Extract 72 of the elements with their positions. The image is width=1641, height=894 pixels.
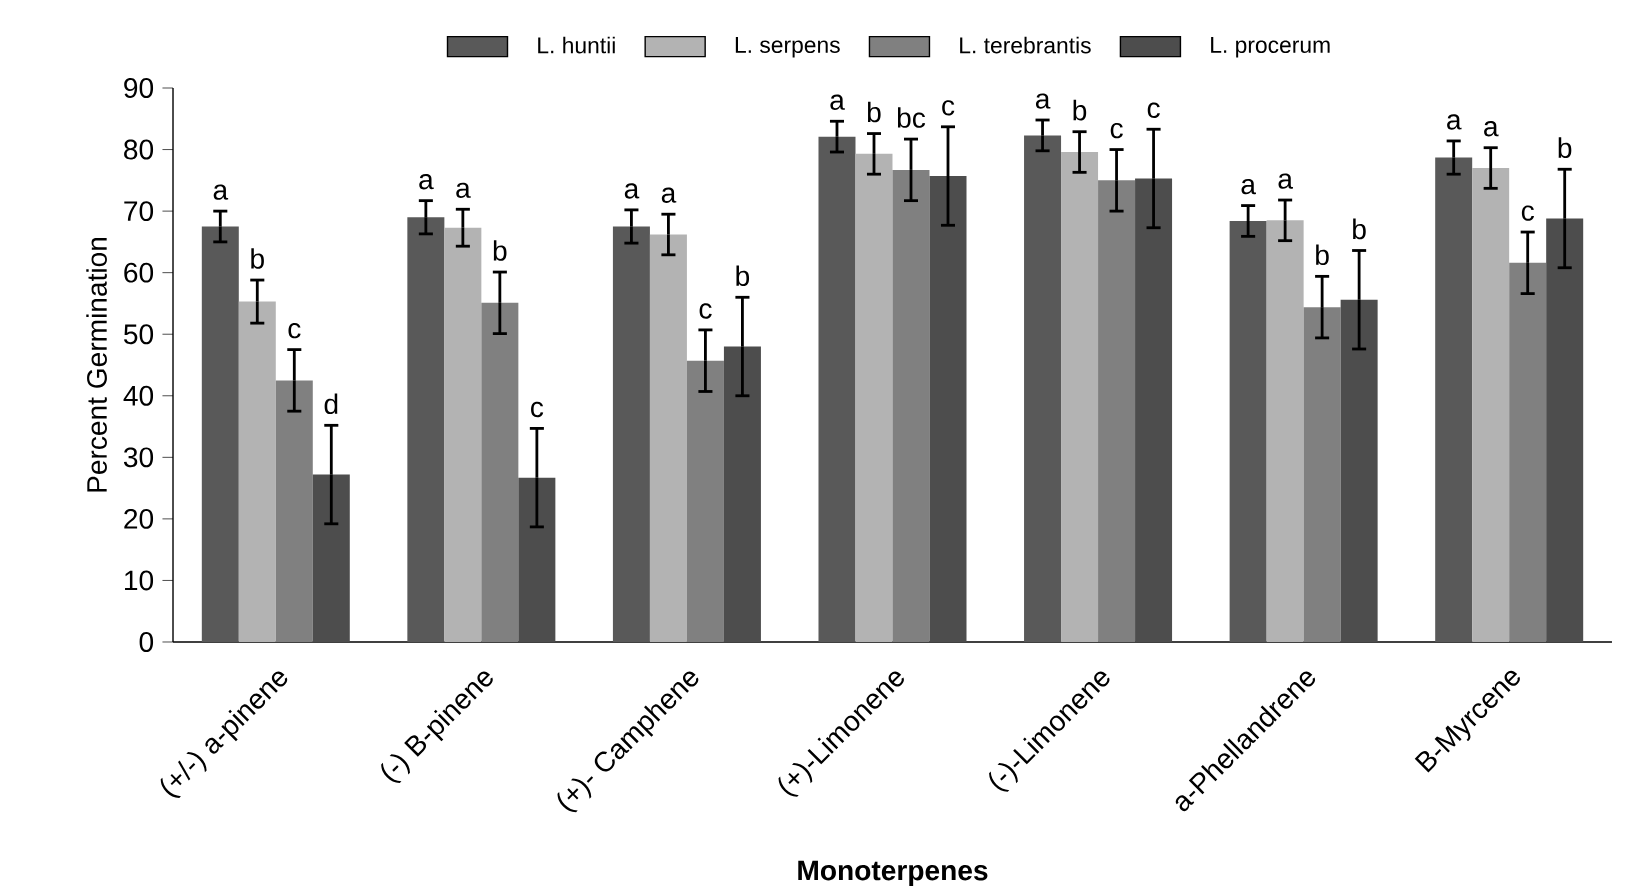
bar — [929, 176, 967, 643]
bar — [1546, 218, 1584, 643]
data-label: d — [324, 393, 338, 415]
y-tick-label: 0 — [139, 632, 154, 653]
bar — [649, 234, 687, 643]
legend-label: L. terebrantis — [960, 36, 1091, 54]
bar — [1303, 307, 1341, 643]
bar — [612, 226, 650, 643]
data-label: a — [213, 184, 229, 201]
data-label: b — [493, 240, 507, 262]
data-label: c — [531, 402, 544, 418]
bar — [201, 226, 239, 643]
bar — [855, 154, 893, 643]
y-tick-label: 70 — [124, 201, 154, 222]
y-tick-label: 10 — [125, 570, 154, 591]
bar — [1509, 263, 1547, 643]
data-label: c — [1521, 205, 1534, 222]
bar — [1135, 178, 1173, 643]
data-label: b — [1073, 100, 1087, 121]
legend-label: L. huntii — [538, 36, 615, 54]
legend-label: L. procerum — [1211, 37, 1330, 58]
bar — [892, 170, 930, 643]
data-label: a — [661, 187, 677, 204]
data-label: a — [456, 182, 471, 199]
data-label: c — [1110, 123, 1123, 139]
bar — [238, 301, 276, 643]
data-label: b — [736, 265, 750, 287]
y-tick-label: 80 — [124, 139, 154, 160]
bar — [1061, 152, 1099, 643]
y-tick-label: 20 — [124, 509, 154, 530]
data-label: a — [624, 183, 640, 199]
bar — [1472, 168, 1510, 643]
bar — [686, 360, 724, 643]
data-label: a — [1035, 93, 1051, 109]
data-label: b — [867, 101, 881, 123]
bar — [818, 136, 856, 643]
data-label: c — [288, 323, 301, 339]
bar — [1229, 221, 1267, 643]
bar — [723, 346, 761, 643]
bar — [518, 477, 556, 643]
data-label: b — [251, 248, 264, 270]
data-label: bc — [897, 107, 926, 129]
data-label: b — [1316, 244, 1329, 266]
bar — [481, 303, 519, 643]
bar — [407, 217, 445, 643]
y-tick-label: 50 — [123, 324, 154, 345]
data-label: a — [1447, 114, 1462, 130]
bar — [312, 474, 350, 643]
bar — [1024, 135, 1062, 643]
data-label: c — [699, 303, 712, 319]
bar — [1435, 157, 1473, 643]
data-label: b — [1558, 137, 1572, 159]
data-label: a — [419, 174, 434, 190]
bar — [444, 227, 482, 643]
x-axis-title: Monoterpenes — [798, 860, 988, 887]
y-tick-label: 90 — [124, 78, 154, 99]
bar — [1098, 180, 1136, 643]
data-label: c — [1147, 102, 1160, 119]
y-tick-label: 40 — [123, 386, 154, 406]
data-label: a — [1278, 173, 1293, 190]
bar — [1266, 220, 1304, 643]
data-label: a — [1484, 121, 1499, 137]
bar — [1340, 299, 1378, 643]
y-tick-label: 60 — [124, 262, 154, 283]
y-axis-title: Percent Germination — [86, 238, 107, 492]
y-tick-label: 30 — [123, 447, 154, 468]
legend-label: L. serpens — [735, 37, 840, 58]
bar — [275, 380, 313, 643]
data-label: b — [1353, 218, 1366, 240]
data-label: a — [1241, 179, 1256, 195]
data-label: a — [830, 94, 845, 111]
data-label: c — [942, 100, 955, 116]
